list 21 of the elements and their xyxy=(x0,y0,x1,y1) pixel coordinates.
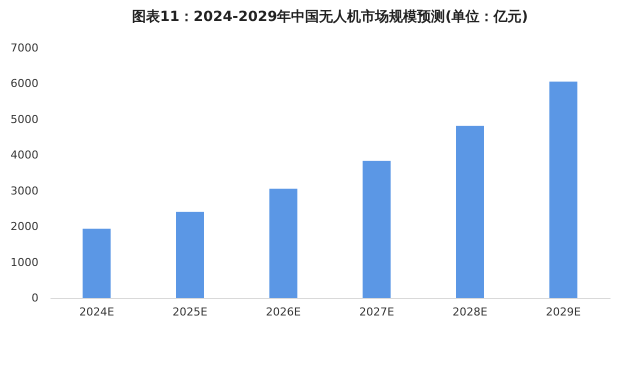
y-tick-label: 6000 xyxy=(10,77,38,90)
y-tick-label: 0 xyxy=(32,292,38,304)
bar xyxy=(362,160,391,298)
bar xyxy=(176,212,204,298)
chart-title: 图表11：2024-2029年中国无人机市场规模预测(单位：亿元) xyxy=(132,8,528,25)
bar xyxy=(82,228,111,298)
x-tick-label: 2029E xyxy=(546,306,581,318)
x-tick-label: 2025E xyxy=(172,306,208,318)
bar xyxy=(549,82,578,298)
y-tick-label: 1000 xyxy=(10,256,38,269)
x-tick-label: 2024E xyxy=(79,306,114,318)
y-tick-label: 4000 xyxy=(10,148,38,162)
y-tick-label: 3000 xyxy=(10,184,38,198)
y-tick-label: 7000 xyxy=(10,42,38,54)
y-tick-label: 5000 xyxy=(10,112,38,126)
x-tick-label: 2028E xyxy=(452,306,488,318)
y-tick-label: 2000 xyxy=(10,220,38,234)
x-tick-label: 2026E xyxy=(266,306,301,318)
bar xyxy=(269,188,298,298)
bar xyxy=(456,126,484,298)
x-tick-label: 2027E xyxy=(359,306,394,318)
